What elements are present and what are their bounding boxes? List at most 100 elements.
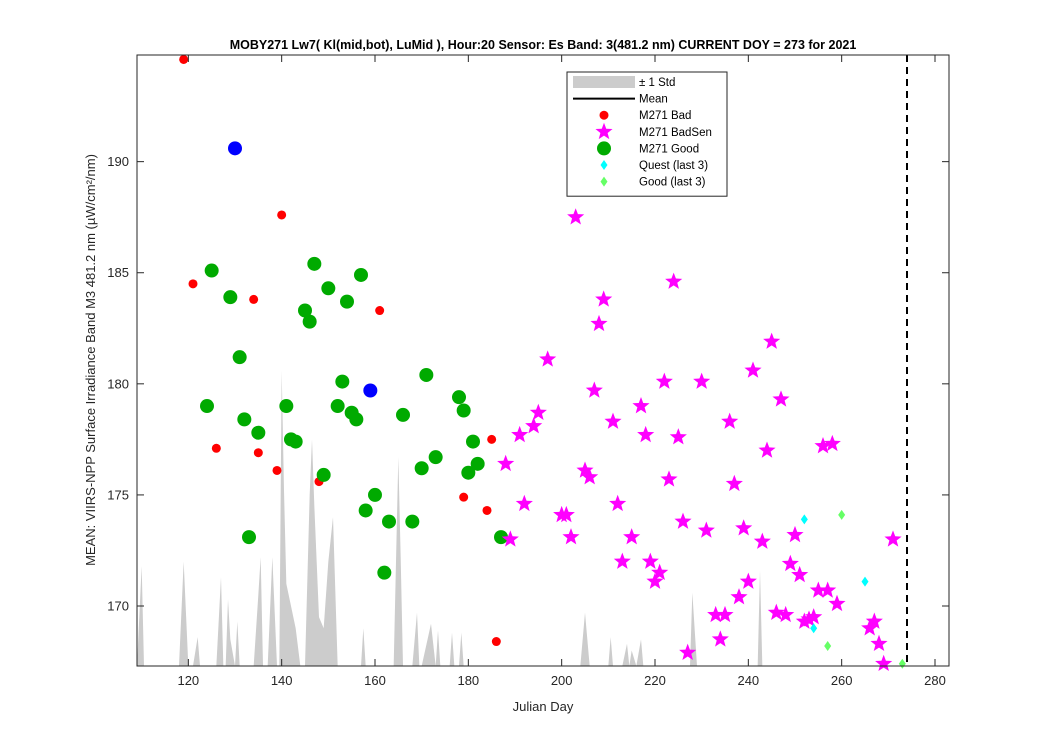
x-tick-label: 160 (364, 673, 386, 688)
point-m271-badsen (529, 403, 547, 420)
point-m271-good (452, 390, 466, 405)
legend-swatch-quest-last-3 (600, 160, 608, 170)
y-tick-label: 170 (107, 599, 129, 614)
point-m271-good (405, 514, 420, 529)
point-m271-badsen (655, 372, 673, 389)
x-tick-label: 120 (177, 673, 199, 688)
y-axis-label: MEAN: VIIRS-NPP Surface Irradiance Band … (83, 154, 98, 566)
point-m271-badsen (828, 594, 846, 612)
point-m271-badsen (590, 314, 608, 332)
point-m271-good (414, 461, 429, 476)
legend-swatch-m271-bad (599, 110, 609, 120)
point-m271-badsen (511, 425, 529, 443)
point-m271-good (456, 403, 471, 418)
y-tick-label: 190 (107, 154, 129, 169)
legend-swatch-good-last-3 (600, 176, 608, 187)
point-m271-good (237, 412, 252, 427)
legend: ± 1 Std Mean M271 Bad M271 BadSen M271 Good Q… (566, 71, 728, 197)
point-m271-bad (249, 294, 259, 304)
point-m271-badsen (767, 603, 785, 620)
point-m271-good (428, 450, 443, 465)
point-m271-badsen (651, 563, 669, 580)
point-m271-bad (277, 210, 287, 220)
y-tick-label: 175 (107, 487, 129, 502)
point-m271-badsen (641, 552, 659, 569)
point-m271-badsen (730, 588, 748, 605)
point-m271-good (466, 434, 480, 449)
point-m271-badsen (772, 390, 790, 407)
point-m271-badsen (716, 605, 734, 623)
data-points-layer (179, 54, 906, 672)
point-m271-bad (459, 492, 469, 502)
point-m271-badsen (725, 474, 743, 492)
point-m271-badsen (795, 612, 813, 629)
point-blue (228, 141, 242, 156)
point-m271-badsen (613, 552, 631, 569)
point-m271-badsen (763, 332, 781, 349)
x-tick-label: 200 (551, 673, 573, 688)
point-m271-badsen (786, 525, 804, 543)
point-m271-badsen (604, 412, 622, 429)
point-m271-good (316, 467, 331, 482)
point-m271-badsen (595, 290, 613, 307)
y-tick-label: 185 (107, 265, 129, 280)
point-m271-good (223, 290, 238, 305)
point-m271-badsen (753, 532, 771, 549)
point-m271-badsen (581, 468, 599, 485)
legend-box (566, 71, 728, 197)
point-m271-good (321, 281, 336, 296)
point-m271-good (335, 374, 350, 389)
x-tick-label: 140 (271, 673, 293, 688)
point-m271-badsen (721, 412, 739, 429)
point-m271-good (330, 399, 345, 414)
point-m271-badsen (632, 397, 650, 414)
point-m271-badsen (576, 461, 594, 478)
x-tick-label: 280 (924, 673, 946, 688)
legend-label-1-std: ± 1 Std (639, 77, 675, 89)
point-m271-good (242, 530, 256, 545)
point-m271-good (340, 294, 354, 309)
plot-background (137, 55, 949, 666)
x-tick-label: 240 (737, 673, 759, 688)
x-axis-label: Julian Day (513, 699, 574, 714)
point-m271-badsen (791, 565, 809, 583)
x-tick-label: 180 (457, 673, 479, 688)
point-quest-last-3 (861, 576, 869, 587)
point-m271-badsen (870, 634, 888, 652)
point-m271-badsen (515, 494, 533, 512)
point-m271-badsen (646, 572, 664, 589)
point-m271-good (470, 456, 485, 471)
point-m271-badsen (823, 434, 841, 452)
point-m271-badsen (809, 581, 827, 598)
point-m271-badsen (637, 425, 655, 443)
chart-title: MOBY271 Lw7( Kl(mid,bot), LuMid ), Hour:… (230, 38, 857, 52)
point-m271-badsen (814, 437, 832, 454)
legend-label-quest-last-3: Quest (last 3) (639, 160, 708, 172)
point-m271-good (358, 503, 373, 518)
point-m271-badsen (665, 272, 683, 289)
point-good-last-3 (824, 641, 832, 652)
point-m271-badsen (501, 530, 519, 547)
legend-swatch-m271-good (597, 141, 611, 156)
axes-layer: 120 140 160 180 200 220 240 260 280 170 175 180 185 1… (107, 54, 950, 688)
point-m271-good (419, 367, 434, 382)
point-m271-badsen (585, 381, 603, 398)
point-m271-badsen (697, 521, 715, 538)
point-m271-good (200, 399, 214, 414)
point-m271-badsen (707, 605, 725, 623)
point-m271-badsen (819, 581, 837, 598)
point-m271-badsen (875, 654, 893, 672)
std-band-layer (137, 370, 949, 666)
legend-swatch-1-std (573, 76, 635, 88)
point-m271-badsen (739, 572, 757, 589)
point-m271-badsen (623, 528, 641, 545)
point-m271-good (302, 314, 317, 329)
point-m271-badsen (800, 610, 818, 627)
point-m271-badsen (674, 512, 692, 529)
point-m271-badsen (805, 608, 823, 625)
point-m271-good (298, 303, 312, 318)
point-m271-badsen (865, 612, 883, 629)
point-m271-badsen (525, 417, 543, 434)
y-tick-label: 180 (107, 376, 129, 391)
